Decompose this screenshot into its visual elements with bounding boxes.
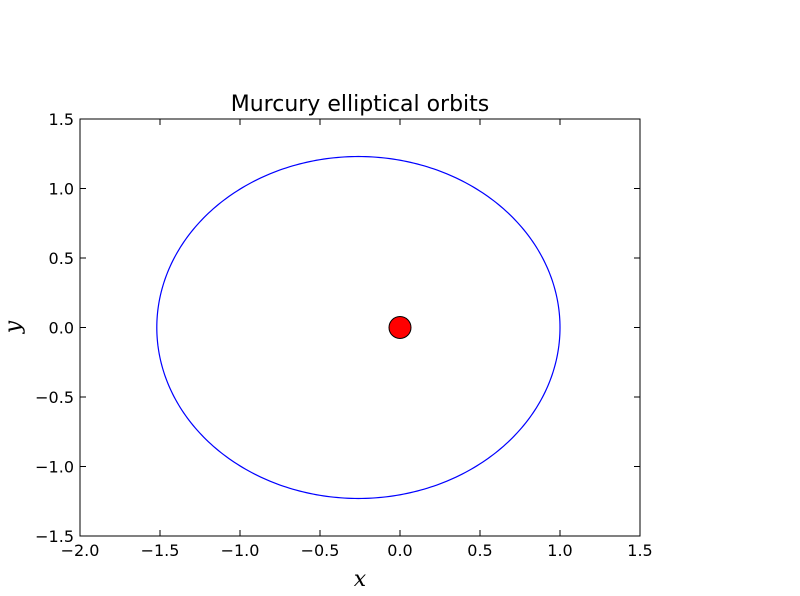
x-tick-label: 0.0 bbox=[387, 541, 412, 560]
y-tick-label: 0.5 bbox=[49, 249, 74, 268]
x-tick-label: 0.5 bbox=[467, 541, 492, 560]
plot-area bbox=[79, 118, 641, 537]
y-tick-label: −1.0 bbox=[35, 458, 74, 477]
x-axis: −2.0 −1.5 −1.0 −0.5 0.0 0.5 1.0 1.5 bbox=[61, 119, 653, 560]
y-tick-label: 1.5 bbox=[49, 110, 74, 129]
x-tick-label: 1.5 bbox=[627, 541, 652, 560]
y-axis: −1.5 −1.0 −0.5 0.0 0.5 1.0 1.5 bbox=[35, 110, 640, 546]
x-tick-label: −0.5 bbox=[301, 541, 340, 560]
sun-marker bbox=[388, 316, 412, 339]
y-tick-label: −1.5 bbox=[35, 527, 74, 546]
x-axis-label: x bbox=[354, 567, 367, 592]
y-tick-label: −0.5 bbox=[35, 388, 74, 407]
x-tick-label: −1.5 bbox=[141, 541, 180, 560]
y-axis-label: y bbox=[1, 320, 26, 334]
orbit-line bbox=[156, 155, 561, 500]
axes-background bbox=[80, 119, 640, 536]
x-tick-label: 1.0 bbox=[547, 541, 572, 560]
x-tick-label: −2.0 bbox=[61, 541, 100, 560]
chart-title: Murcury elliptical orbits bbox=[231, 92, 490, 117]
y-tick-label: 1.0 bbox=[49, 180, 74, 199]
x-tick-label: −1.0 bbox=[221, 541, 260, 560]
y-tick-label: 0.0 bbox=[49, 319, 74, 338]
